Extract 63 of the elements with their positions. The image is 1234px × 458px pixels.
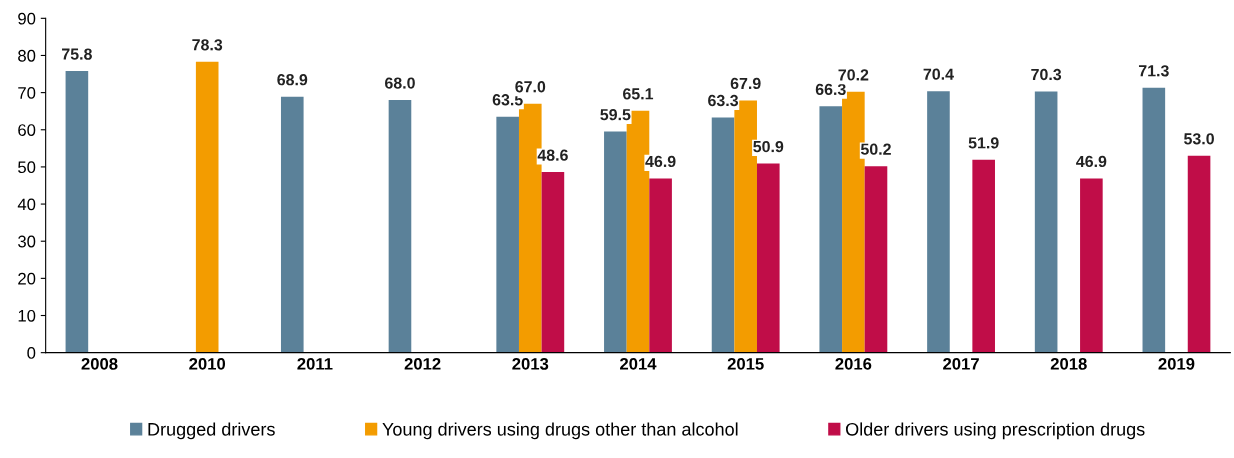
y-tick-label: 30 xyxy=(18,235,36,248)
bar xyxy=(1142,87,1166,353)
bar xyxy=(819,106,843,353)
legend-label: Older drivers using prescription drugs xyxy=(846,422,1145,440)
bar xyxy=(496,116,519,353)
y-tick-label: 60 xyxy=(18,124,36,136)
data-label: 67.0 xyxy=(515,81,546,93)
data-label: 51.9 xyxy=(968,137,999,149)
bar xyxy=(649,178,672,353)
data-label: 78.3 xyxy=(192,39,223,51)
data-label: 65.1 xyxy=(623,88,654,100)
x-tick-label: 2018 xyxy=(1050,357,1087,370)
data-label: 68.9 xyxy=(277,74,308,86)
y-tick-label: 50 xyxy=(18,161,36,174)
x-tick-label: 2017 xyxy=(943,357,979,370)
y-tick-label: 40 xyxy=(17,198,36,211)
x-tick-label: 2019 xyxy=(1158,357,1195,370)
bar xyxy=(541,172,565,353)
x-tick-label: 2016 xyxy=(835,357,872,370)
bar xyxy=(711,117,735,353)
bar xyxy=(195,61,219,353)
bar xyxy=(864,166,888,353)
data-label: 75.8 xyxy=(62,48,92,60)
x-tick-label: 2010 xyxy=(189,357,226,370)
data-label: 63.3 xyxy=(708,94,739,107)
bar xyxy=(756,163,780,353)
bar xyxy=(280,96,304,353)
data-label: 48.6 xyxy=(537,149,568,161)
bar xyxy=(1034,91,1058,353)
data-label: 50.2 xyxy=(860,143,891,155)
data-label: 50.9 xyxy=(753,140,784,153)
data-label: 70.3 xyxy=(1031,68,1062,81)
bar xyxy=(972,159,995,353)
data-label: 46.9 xyxy=(645,155,676,168)
bar xyxy=(604,131,627,353)
legend-label: Young drivers using drugs other than alcohol xyxy=(382,422,738,440)
x-tick-label: 2011 xyxy=(297,357,333,370)
data-label: 71.3 xyxy=(1138,65,1169,77)
data-label: 46.9 xyxy=(1076,155,1107,168)
bar xyxy=(927,91,950,353)
data-label: 59.5 xyxy=(600,108,631,121)
data-label: 53.0 xyxy=(1184,133,1214,145)
legend-label: Drugged drivers xyxy=(148,422,275,440)
y-tick-label: 80 xyxy=(18,49,36,62)
y-tick-label: 90 xyxy=(18,12,36,25)
bar xyxy=(1080,178,1103,353)
x-tick-label: 2014 xyxy=(620,357,657,370)
data-label: 66.3 xyxy=(815,83,846,96)
y-tick-label: 0 xyxy=(27,347,36,359)
bar xyxy=(65,71,89,353)
bar xyxy=(1187,155,1211,353)
data-label: 70.4 xyxy=(923,68,954,80)
y-tick-label: 70 xyxy=(18,87,36,99)
x-tick-label: 2012 xyxy=(404,357,441,370)
data-label: 67.9 xyxy=(730,77,761,90)
y-tick-label: 20 xyxy=(18,272,36,285)
x-tick-label: 2013 xyxy=(512,357,549,370)
bar xyxy=(388,100,412,353)
y-tick-label: 10 xyxy=(18,309,36,322)
x-tick-label: 2015 xyxy=(727,357,764,370)
data-label: 68.0 xyxy=(385,77,415,89)
x-tick-label: 2008 xyxy=(81,357,118,370)
data-label: 70.2 xyxy=(838,69,869,81)
